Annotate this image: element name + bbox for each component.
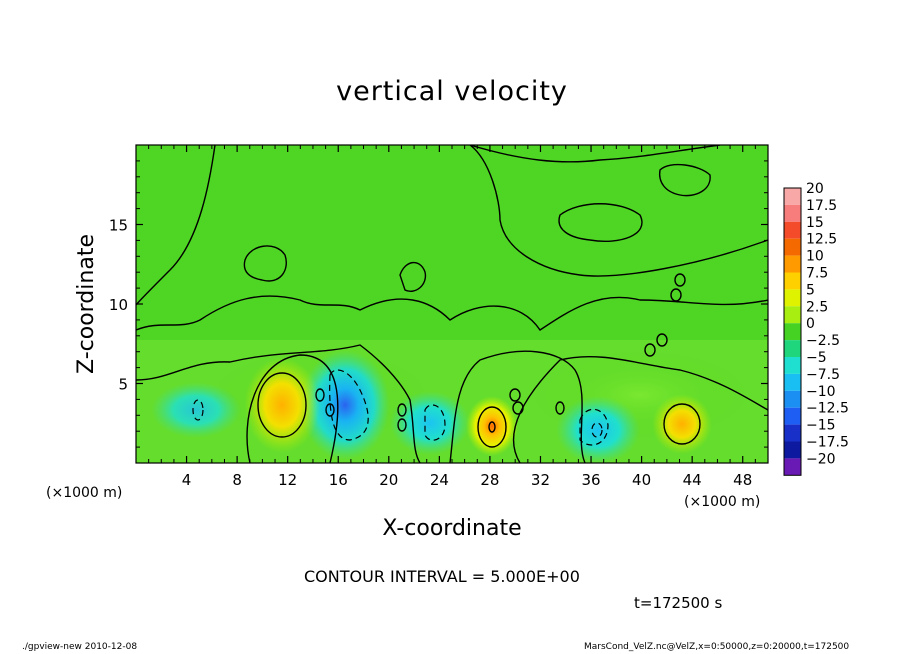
x-tick-label: 24 [430, 471, 449, 489]
x-tick-label: 12 [278, 471, 297, 489]
colorbar-label: −15 [806, 418, 836, 434]
colorbar-label: −20 [806, 451, 836, 467]
colorbar-swatch [784, 458, 801, 476]
y-tick-label: 10 [109, 296, 128, 314]
colorbar-swatch [784, 407, 801, 425]
y-axis: 5 10 15 [109, 160, 768, 448]
colorbar-label: −7.5 [806, 367, 840, 383]
x-tick-label: 48 [733, 471, 752, 489]
x-axis: 4 8 12 16 20 24 28 32 36 40 44 48 [148, 145, 756, 489]
colorbar-label: −10 [806, 384, 836, 400]
x-tick-label: 36 [581, 471, 600, 489]
colorbar-swatch [784, 204, 801, 222]
colorbar-frame [783, 187, 802, 476]
x-unit-label-right: (×1000 m) [684, 494, 760, 510]
footer-left: ./gpview-new 2010-12-08 [22, 642, 138, 652]
x-tick-label: 44 [683, 471, 702, 489]
time-label: t=172500 s [634, 594, 723, 612]
colorbar-swatch [784, 221, 801, 239]
colorbar-label: 17.5 [806, 198, 837, 214]
colorbar-swatch [784, 188, 801, 205]
colorbar-swatch [784, 323, 801, 341]
x-tick-label: 20 [379, 471, 398, 489]
y-tick-label: 15 [109, 217, 128, 235]
colorbar-label: −17.5 [806, 435, 849, 451]
colorbar-swatch [784, 373, 801, 391]
colorbar-label: 10 [806, 249, 824, 265]
x-tick-label: 8 [232, 471, 242, 489]
colorbar-label: 0 [806, 316, 815, 332]
x-unit-label-left: (×1000 m) [46, 485, 122, 501]
x-tick-label: 28 [480, 471, 499, 489]
colorbar-swatch [784, 255, 801, 273]
x-tick-label: 40 [632, 471, 651, 489]
colorbar-label: −5 [806, 350, 827, 366]
colorbar: 2017.51512.5107.552.50−2.5−5−7.5−10−12.5… [783, 181, 849, 476]
x-tick-label: 16 [329, 471, 348, 489]
colorbar-swatch [784, 340, 801, 357]
colorbar-label: 2.5 [806, 299, 828, 315]
colorbar-label: 7.5 [806, 266, 828, 282]
contour-interval-text: CONTOUR INTERVAL = 5.000E+00 [304, 567, 580, 586]
colorbar-swatch [784, 441, 801, 459]
colorbar-swatch [784, 306, 801, 324]
colorbar-swatch [784, 238, 801, 256]
chart-title: vertical velocity [336, 76, 568, 107]
colorbar-swatch [784, 272, 801, 290]
colorbar-label: −2.5 [806, 333, 840, 349]
x-tick-label: 32 [531, 471, 550, 489]
colorbar-swatch [784, 390, 801, 408]
colorbar-label: 20 [806, 181, 824, 197]
x-tick-label: 4 [182, 471, 192, 489]
colorbar-label: 15 [806, 215, 824, 231]
y-axis-label: Z-coordinate [74, 234, 99, 374]
colorbar-swatch [784, 357, 801, 374]
colorbar-label: 5 [806, 282, 815, 298]
colorbar-label: 12.5 [806, 232, 837, 248]
colorbar-label: −12.5 [806, 401, 849, 417]
footer-right: MarsCond_VelZ.nc@VelZ,x=0:50000,z=0:2000… [584, 642, 850, 652]
colorbar-swatch [784, 289, 801, 307]
colorbar-swatch [784, 424, 801, 442]
y-tick-label: 5 [118, 376, 128, 394]
velocity-field [136, 145, 768, 463]
x-axis-label: X-coordinate [382, 516, 521, 541]
